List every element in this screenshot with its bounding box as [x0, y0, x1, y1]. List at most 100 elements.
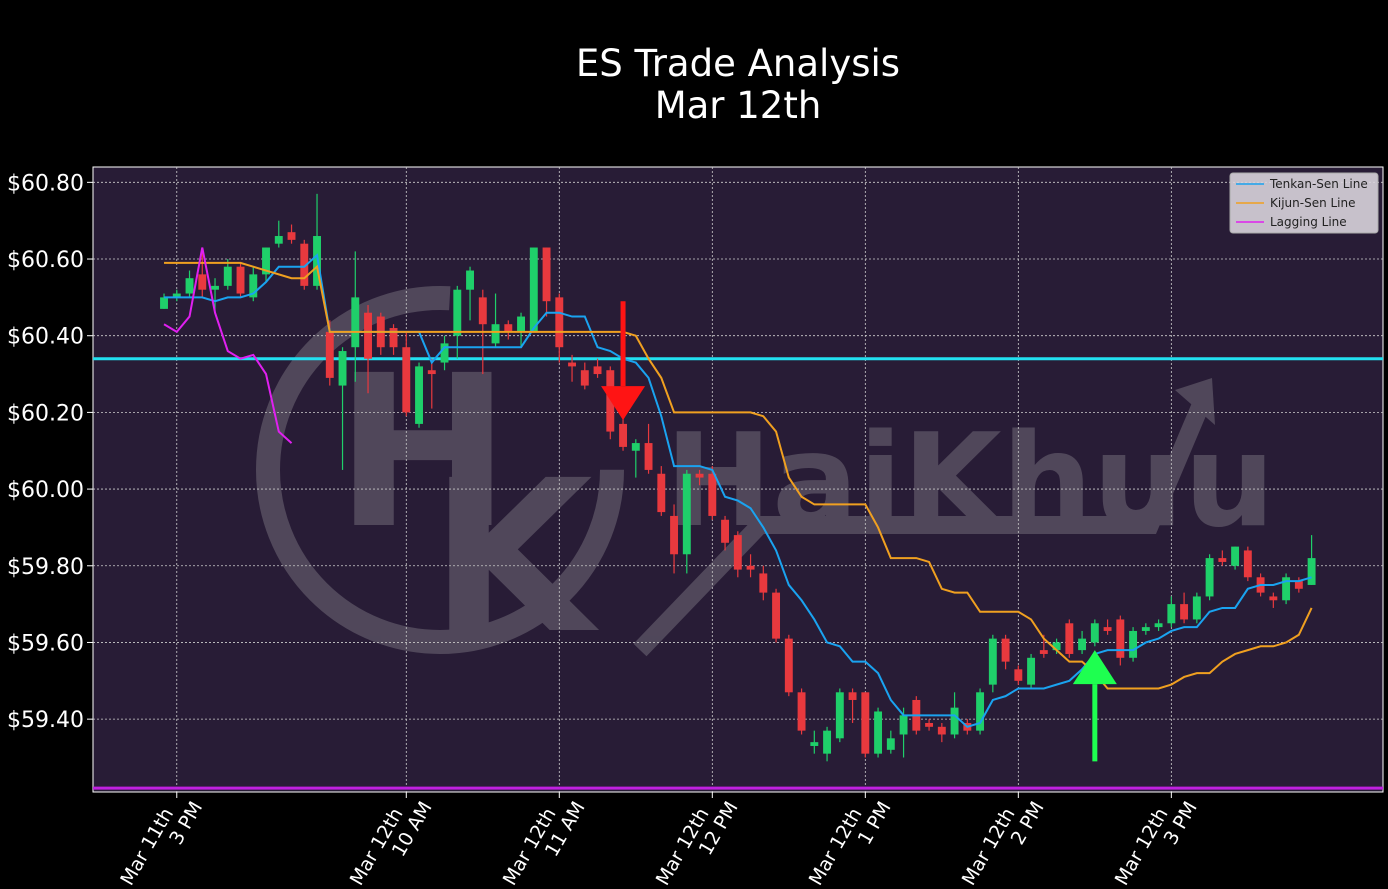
candle-body: [211, 285, 219, 290]
candle-body: [695, 473, 704, 478]
candle-body: [823, 730, 832, 754]
candle-body: [861, 692, 870, 754]
candle-body: [657, 473, 666, 513]
candle-body: [950, 707, 959, 735]
candle-body: [415, 366, 423, 424]
candle-body: [287, 232, 296, 240]
candle-body: [1218, 558, 1227, 562]
candle-body: [937, 726, 946, 735]
candle-body: [466, 270, 474, 290]
candle-body: [733, 535, 742, 570]
marks: [93, 193, 1383, 790]
arrow-head: [1072, 650, 1117, 685]
candle-body: [797, 692, 806, 731]
candle-body: [555, 297, 564, 348]
candle-body: [1294, 581, 1303, 589]
candle-body: [427, 370, 436, 375]
candle-body: [772, 592, 781, 639]
candle-body: [198, 274, 207, 290]
legend: Tenkan-Sen Line Kijun-Sen Line Lagging Lin…: [1229, 172, 1379, 234]
candle-body: [1243, 550, 1252, 578]
candle-body: [223, 266, 232, 286]
candle-body: [708, 473, 717, 516]
y-tick-label: $60.00: [7, 478, 84, 503]
indicator-line: [163, 247, 293, 444]
candle-body: [988, 638, 997, 685]
candle-body: [874, 711, 883, 754]
candle-body: [976, 692, 985, 731]
candle-body: [1231, 546, 1240, 566]
candle-body: [568, 362, 577, 367]
candle-body: [300, 243, 309, 286]
candle-body: [1116, 619, 1125, 658]
candle-body: [682, 473, 691, 555]
candle-body: [172, 293, 181, 298]
candle-body: [1141, 627, 1150, 631]
chart-title: ES Trade Analysis: [576, 42, 900, 85]
y-tick-label: $60.80: [7, 171, 84, 196]
y-tick-label: $60.40: [7, 325, 84, 350]
candle-body: [402, 347, 411, 413]
y-tick-label: $59.60: [7, 631, 84, 656]
candle-body: [848, 692, 857, 700]
candle-body: [1307, 558, 1316, 585]
candle-body: [746, 565, 755, 570]
candle-body: [274, 236, 283, 244]
candle-body: [606, 370, 615, 432]
candle-body: [440, 343, 449, 363]
candle-body: [784, 638, 793, 693]
candle-body: [185, 278, 194, 294]
logo-letter: K: [430, 435, 600, 680]
candle-body: [580, 370, 589, 386]
candle-body: [1154, 623, 1163, 628]
candle-body: [631, 443, 640, 451]
logo-ring: [256, 286, 624, 654]
candle-body: [1103, 627, 1112, 631]
candle-body: [1269, 596, 1278, 601]
candle-body: [1039, 650, 1048, 654]
candle-body: [721, 519, 730, 543]
legend-box: [1229, 172, 1379, 234]
y-tick-label: $60.60: [7, 248, 84, 273]
candle-body: [236, 266, 245, 294]
candle-body: [262, 247, 270, 275]
legend-label: Lagging Line: [1270, 215, 1347, 229]
candle-body: [389, 328, 398, 348]
candle-body: [517, 316, 525, 332]
candle-body: [593, 366, 602, 375]
candle-body: [670, 515, 679, 555]
candle-body: [338, 351, 347, 386]
candle-body: [1027, 657, 1036, 685]
logo-arrowhead: [1175, 378, 1215, 425]
candle-body: [491, 324, 500, 344]
legend-label: Tenkan-Sen Line: [1269, 177, 1368, 191]
y-tick-label: $60.20: [7, 401, 84, 426]
candle-body: [249, 274, 258, 298]
candle-body: [160, 297, 168, 309]
arrow-head: [601, 386, 646, 421]
candle-body: [542, 247, 551, 302]
candle-body: [810, 742, 819, 746]
candle-body: [529, 247, 538, 332]
candle-body: [478, 297, 487, 325]
candle-body: [619, 423, 628, 447]
candle-body: [364, 312, 372, 359]
y-tick-label: $59.80: [7, 555, 84, 580]
watermark: H K HaiKhuu: [256, 286, 1275, 680]
candle-body: [925, 722, 934, 727]
candle-body: [1205, 558, 1214, 597]
candle-body: [1129, 630, 1138, 658]
candle-body: [1014, 669, 1023, 681]
candle-body: [1282, 577, 1291, 601]
candle-body: [351, 297, 360, 348]
y-tick-label: $59.40: [7, 708, 84, 733]
candle-body: [1065, 623, 1074, 654]
candle-body: [835, 692, 844, 739]
legend-label: Kijun-Sen Line: [1270, 196, 1356, 210]
candle-body: [1167, 604, 1176, 624]
candle-body: [1001, 638, 1010, 662]
candle-body: [325, 331, 334, 378]
candle-body: [1192, 596, 1201, 620]
indicator-line: [164, 261, 1313, 690]
